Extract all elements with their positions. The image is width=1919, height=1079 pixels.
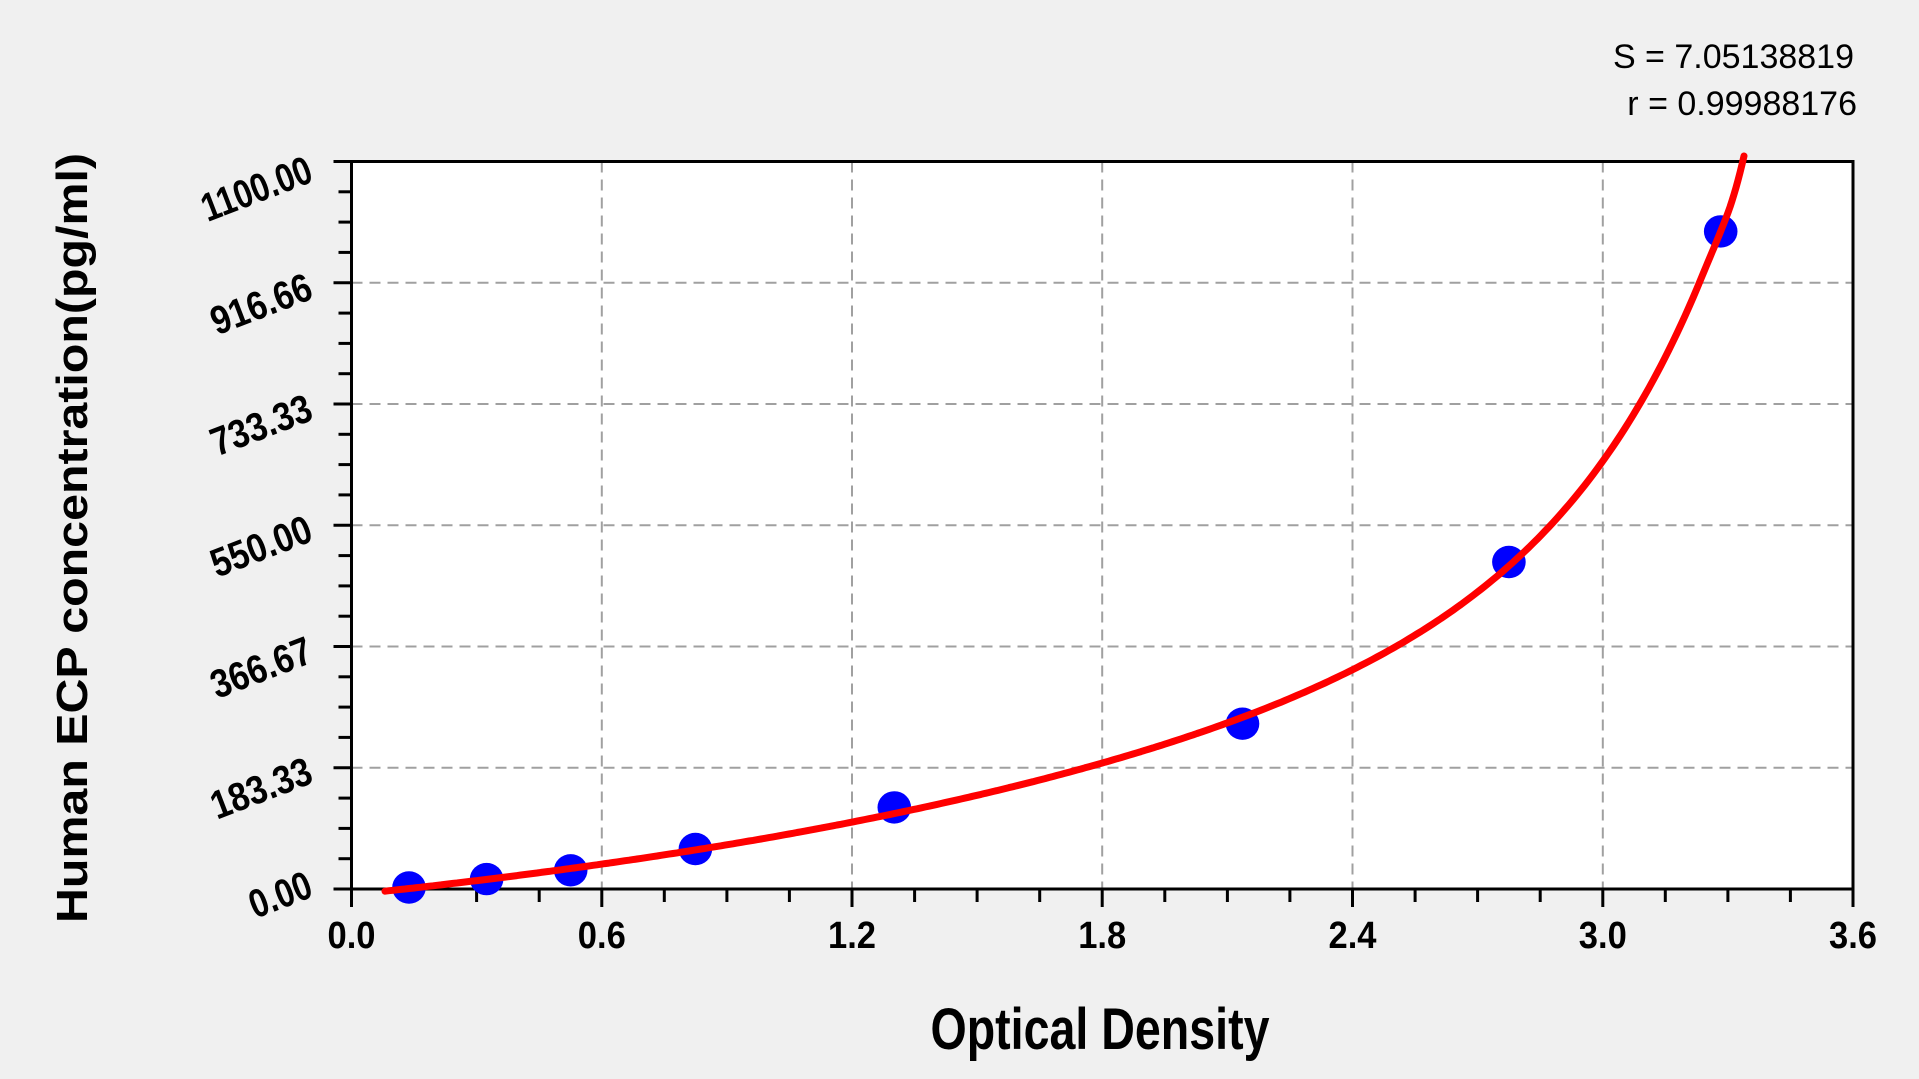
svg-text:S = 7.05138819: S = 7.05138819 (1613, 38, 1854, 76)
svg-text:3.0: 3.0 (1579, 915, 1627, 957)
svg-text:2.4: 2.4 (1329, 915, 1377, 957)
svg-text:1.2: 1.2 (828, 915, 876, 957)
svg-text:0.6: 0.6 (578, 915, 626, 957)
svg-text:1.8: 1.8 (1078, 915, 1126, 957)
svg-text:r = 0.99988176: r = 0.99988176 (1627, 85, 1857, 123)
svg-text:0.0: 0.0 (328, 915, 376, 957)
svg-text:3.6: 3.6 (1829, 915, 1877, 957)
svg-text:Human ECP concentration(pg/ml): Human ECP concentration(pg/ml) (48, 153, 97, 923)
svg-text:Optical Density: Optical Density (931, 997, 1270, 1062)
